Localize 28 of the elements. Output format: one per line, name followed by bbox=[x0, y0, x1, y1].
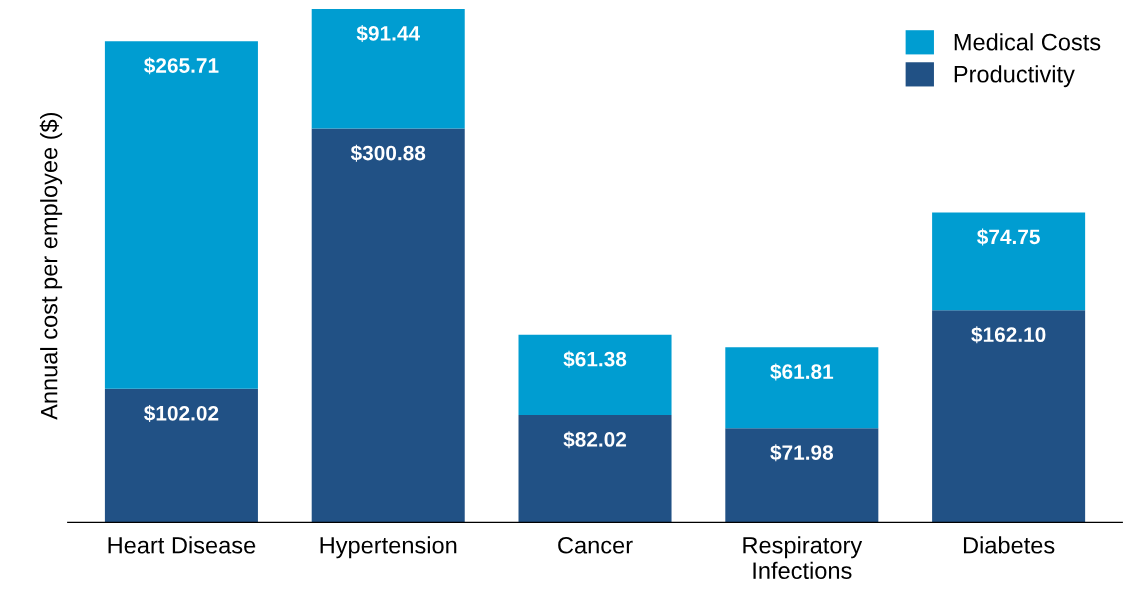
legend-label: Medical Costs bbox=[954, 33, 1101, 51]
bar bbox=[104, 41, 258, 389]
bar bbox=[104, 388, 258, 523]
data-label: $102.02 bbox=[144, 404, 219, 422]
bar bbox=[932, 212, 1086, 311]
bar bbox=[311, 8, 465, 129]
data-label: $300.88 bbox=[350, 144, 426, 162]
x-tick-label: Respiratory Infections bbox=[743, 536, 863, 580]
bar bbox=[311, 128, 465, 523]
bar bbox=[518, 415, 672, 523]
data-label: $162.10 bbox=[971, 326, 1046, 344]
x-tick-label: Heart Disease bbox=[108, 536, 256, 554]
bar bbox=[725, 347, 879, 429]
data-label: $61.38 bbox=[563, 350, 627, 368]
data-label: $82.02 bbox=[563, 431, 627, 449]
x-tick-label: Cancer bbox=[558, 536, 633, 554]
data-label: $61.81 bbox=[770, 363, 834, 381]
data-label: $265.71 bbox=[144, 57, 219, 75]
x-tick-label: Diabetes bbox=[963, 536, 1055, 554]
x-tick-label: Hypertension bbox=[320, 536, 457, 559]
legend-label: Productivity bbox=[954, 65, 1075, 88]
data-label: $74.75 bbox=[977, 228, 1040, 246]
data-label: $91.44 bbox=[356, 25, 420, 43]
bar bbox=[932, 310, 1086, 523]
data-label: $71.98 bbox=[770, 444, 834, 462]
bar bbox=[518, 334, 672, 416]
bar bbox=[725, 428, 879, 523]
y-axis-title: Annual cost per employee ($) bbox=[39, 112, 63, 420]
